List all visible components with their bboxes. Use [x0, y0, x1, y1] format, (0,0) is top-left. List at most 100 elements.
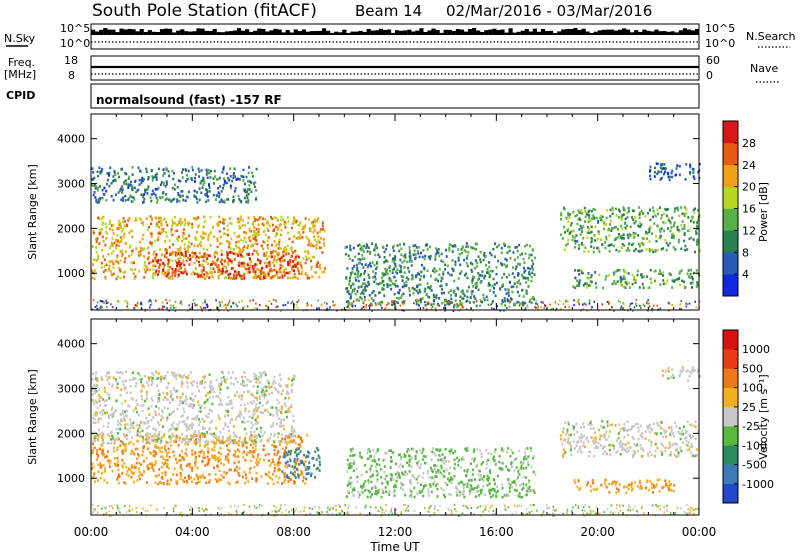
- velocity-cell: [121, 458, 124, 462]
- power-cell: [99, 228, 102, 232]
- power-cell: [322, 242, 325, 245]
- power-cell: [111, 244, 114, 248]
- velocity-cell: [248, 390, 251, 393]
- power-cell: [314, 238, 317, 241]
- power-cell: [320, 246, 323, 250]
- velocity-cell: [243, 438, 246, 442]
- power-cell: [313, 224, 316, 228]
- power-cell: [178, 250, 181, 254]
- power-cell: [255, 189, 258, 192]
- power-cell: [255, 274, 258, 277]
- power-cell: [171, 274, 174, 277]
- power-cell: [446, 302, 449, 306]
- power-cell: [383, 294, 386, 297]
- power-cell: [179, 195, 182, 198]
- power-cell: [246, 252, 249, 256]
- power-cell: [405, 280, 408, 284]
- power-cell: [463, 294, 466, 297]
- velocity-cell: [126, 423, 129, 426]
- power-cell: [176, 248, 179, 251]
- power-cell: [323, 244, 326, 247]
- power-cell: [155, 253, 158, 256]
- velocity-cell: [270, 433, 272, 436]
- power-cell: [174, 269, 177, 273]
- power-cell: [310, 221, 313, 224]
- velocity-cell: [274, 445, 277, 449]
- power-cell: [588, 276, 591, 280]
- velocity-cell: [194, 461, 197, 465]
- velocity-cell: [233, 435, 236, 438]
- power-cell: [215, 178, 218, 181]
- power-cell: [659, 307, 662, 310]
- power-cell: [391, 282, 394, 285]
- power-cell: [188, 304, 190, 307]
- noise-bar: [492, 28, 497, 35]
- velocity-cell: [253, 377, 256, 381]
- velocity-cell: [96, 406, 99, 410]
- power-cell: [187, 169, 190, 173]
- power-cell: [169, 266, 172, 269]
- power-cell: [622, 269, 625, 272]
- power-cell: [403, 284, 406, 288]
- power-cell: [282, 218, 285, 221]
- velocity-cell: [181, 468, 184, 471]
- power-cell: [526, 306, 529, 309]
- power-cell: [590, 274, 593, 277]
- power-cell: [664, 167, 667, 171]
- velocity-cell: [175, 480, 178, 484]
- power-cell: [365, 243, 368, 246]
- velocity-cell: [276, 414, 279, 417]
- velocity-cell: [156, 384, 159, 388]
- power-cell: [179, 248, 182, 251]
- power-cell: [332, 304, 334, 307]
- power-cell: [257, 230, 260, 234]
- power-cell: [446, 264, 449, 268]
- power-cell: [442, 273, 445, 276]
- power-cell: [527, 266, 529, 270]
- power-cell: [396, 284, 399, 288]
- velocity-cell: [181, 400, 184, 403]
- power-cell: [255, 196, 258, 200]
- power-cell: [243, 231, 246, 234]
- power-cell: [531, 259, 534, 263]
- velocity-cell: [172, 450, 175, 454]
- power-cell: [574, 242, 577, 245]
- power-cell: [559, 299, 561, 302]
- power-cell: [623, 271, 626, 274]
- power-cell: [152, 259, 155, 263]
- power-cell: [674, 207, 677, 210]
- power-cell: [203, 252, 206, 256]
- power-cell: [667, 172, 669, 176]
- power-cell: [191, 178, 193, 182]
- power-cell: [526, 304, 529, 307]
- power-cell: [161, 308, 164, 310]
- velocity-cell: [244, 376, 247, 379]
- power-cell: [393, 275, 396, 279]
- power-cell: [237, 262, 240, 266]
- power-cell: [268, 300, 270, 303]
- power-cell: [321, 270, 324, 274]
- velocity-cell: [236, 480, 239, 484]
- velocity-cell: [255, 477, 258, 480]
- velocity-cell: [272, 482, 275, 486]
- power-cell: [136, 189, 138, 193]
- power-cell: [496, 245, 499, 249]
- velocity-cell: [292, 467, 295, 471]
- power-cell: [243, 262, 246, 265]
- power-cell: [293, 216, 295, 220]
- power-cell: [460, 248, 463, 251]
- power-cell: [633, 278, 636, 281]
- power-cell: [279, 233, 282, 237]
- power-cell: [465, 272, 467, 276]
- power-cell: [696, 238, 699, 242]
- velocity-cell: [277, 467, 280, 471]
- noise-bar: [468, 29, 473, 35]
- power-cell: [124, 250, 127, 253]
- freq-tick-top: 18: [64, 54, 78, 67]
- power-cell: [194, 176, 196, 180]
- noise-bar: [322, 28, 327, 35]
- velocity-cell: [277, 432, 280, 435]
- power-cell: [430, 274, 432, 278]
- power-cell: [380, 300, 383, 304]
- velocity-cell: [275, 406, 278, 410]
